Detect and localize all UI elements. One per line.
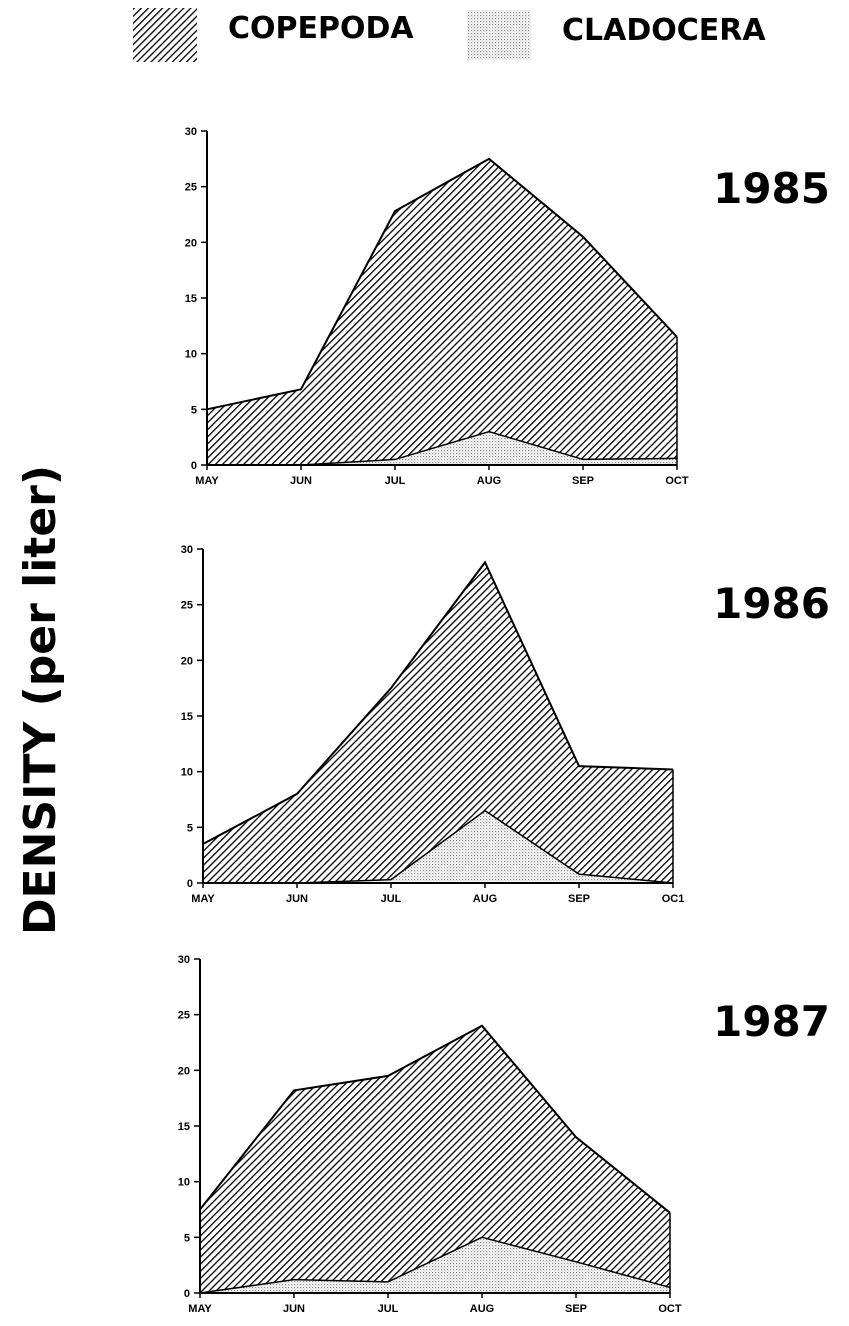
y-tick-label: 20 (181, 655, 193, 667)
x-tick-label: JUN (283, 1303, 305, 1315)
x-tick-label: JUL (385, 475, 406, 487)
legend: COPEPODA CLADOCERA (133, 8, 766, 62)
x-tick-label: AUG (477, 475, 501, 487)
y-tick-label: 25 (185, 182, 197, 194)
x-tick-label: SEP (572, 475, 594, 487)
x-tick-label: AUG (470, 1303, 494, 1315)
y-tick-label: 10 (185, 349, 197, 361)
y-tick-label: 30 (178, 954, 190, 966)
x-tick-label: JUL (381, 893, 402, 905)
x-tick-label: OCT (658, 1303, 682, 1315)
area-cladocera (203, 810, 673, 883)
y-tick-label: 5 (184, 1232, 190, 1244)
x-tick-label: OC1 (662, 893, 685, 905)
x-tick-label: MAY (188, 1303, 212, 1315)
chart-panel-1986: 0 5 10 15 20 25 30 MAY JUN JUL AUG SEP OC1 1986 (181, 544, 830, 905)
x-tick-label: JUN (286, 893, 308, 905)
y-tick-label: 0 (184, 1288, 190, 1300)
area-cladocera (207, 431, 677, 465)
y-tick-label: 0 (187, 878, 193, 890)
panel-year-label: 1985 (713, 164, 830, 213)
line-copepoda (202, 560, 674, 845)
y-axis-label: DENSITY (per liter) (15, 465, 66, 935)
y-tick-label: 15 (178, 1121, 190, 1133)
legend-label-copepoda: COPEPODA (228, 11, 414, 46)
legend-swatch-cladocera (467, 10, 531, 60)
y-tick-label: 0 (191, 460, 197, 472)
y-tick-label: 20 (185, 237, 197, 249)
line-cladocera (199, 1236, 671, 1294)
area-copepoda (200, 1025, 670, 1293)
y-tick-label: 10 (178, 1177, 190, 1189)
x-tick-label: OCT (665, 475, 689, 487)
x-tick-label: JUN (290, 475, 312, 487)
x-tick-label: SEP (565, 1303, 587, 1315)
y-tick-label: 15 (181, 711, 193, 723)
chart-panel-1987: 0 5 10 15 20 25 30 MAY JUN JUL AUG SEP OCT 1987 (178, 954, 830, 1315)
y-tick-label: 5 (191, 404, 197, 416)
y-tick-label: 15 (185, 293, 197, 305)
y-tick-label: 25 (178, 1010, 190, 1022)
area-copepoda (207, 158, 677, 466)
x-tick-label: MAY (195, 475, 219, 487)
y-tick-label: 10 (181, 767, 193, 779)
x-tick-label: AUG (473, 893, 497, 905)
panel-year-label: 1986 (713, 579, 830, 628)
area-copepoda (203, 562, 673, 883)
area-cladocera (200, 1237, 670, 1293)
panel-year-label: 1987 (713, 997, 830, 1046)
legend-label-cladocera: CLADOCERA (562, 13, 766, 48)
legend-swatch-copepoda (133, 8, 197, 62)
y-tick-label: 20 (178, 1065, 190, 1077)
x-tick-label: MAY (191, 893, 215, 905)
chart-panel-1985: 0 5 10 15 20 25 30 MAY JUN JUL AUG SEP OCT 1985 (185, 126, 830, 487)
y-tick-label: 5 (187, 822, 193, 834)
x-tick-label: JUL (378, 1303, 399, 1315)
y-tick-label: 25 (181, 600, 193, 612)
y-tick-label: 30 (185, 126, 197, 138)
y-tick-label: 30 (181, 544, 193, 556)
line-copepoda (206, 157, 678, 411)
line-copepoda (199, 1024, 671, 1214)
x-tick-label: SEP (568, 893, 590, 905)
